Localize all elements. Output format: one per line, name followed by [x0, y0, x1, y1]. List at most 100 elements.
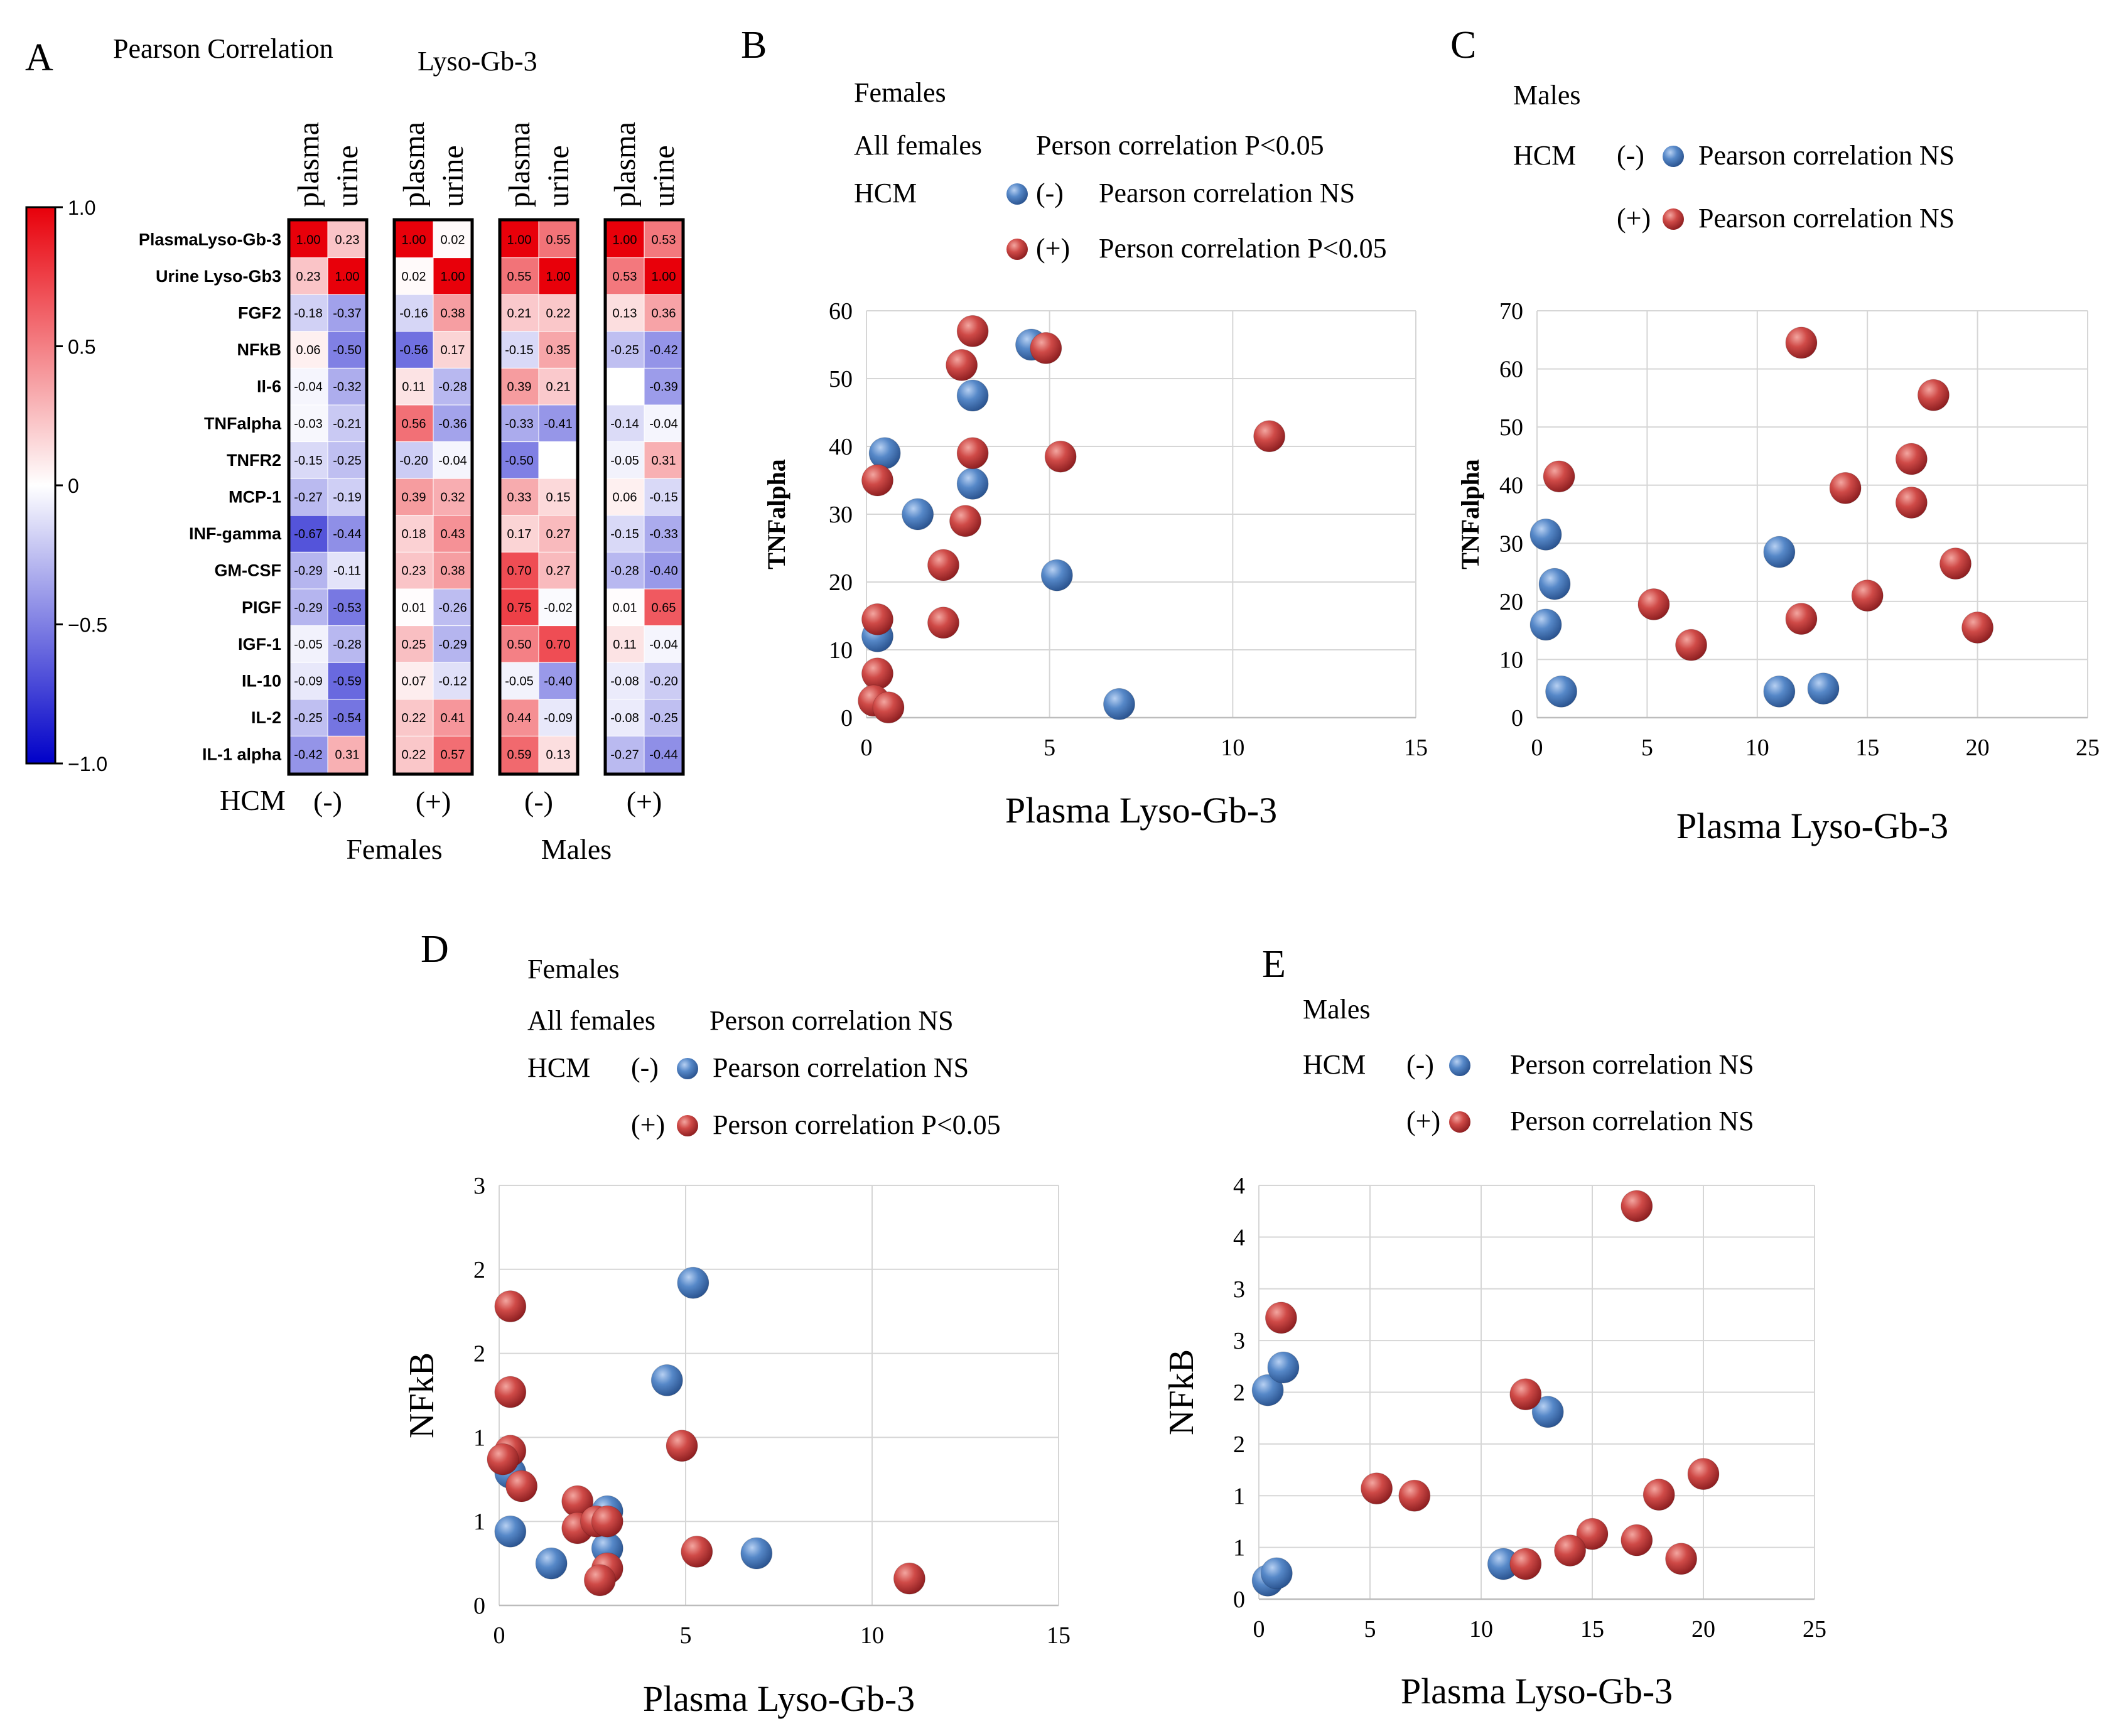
heatmap-row-label: TNFalpha	[204, 414, 282, 433]
scatter-point-hcm-positive	[861, 464, 893, 497]
heatmap-cell-0-9-1	[327, 551, 367, 590]
heatmap-cell-2-11-1	[538, 625, 578, 663]
heatmap-cell-0-12-0	[288, 662, 328, 700]
heatmap-cell-0-0-1	[327, 220, 367, 259]
heatmap-cell-1-7-1	[433, 478, 473, 516]
heatmap-cell-value: 0.06	[296, 343, 321, 357]
scatter-point-hcm-positive	[681, 1535, 713, 1568]
heatmap-cell-value: -0.20	[399, 454, 428, 468]
scatter-point-hcm-positive	[1253, 420, 1286, 453]
heatmap-cell-value: -0.29	[294, 564, 323, 578]
panel-c-letter: C	[1450, 24, 1476, 67]
y-axis-label: NFkB	[1162, 1349, 1201, 1435]
heatmap-cell-value: -0.33	[505, 417, 534, 431]
x-tick-label: 10	[1469, 1616, 1493, 1642]
legend-text: (-)	[1617, 140, 1644, 171]
scatter-point-hcm-positive	[1829, 472, 1862, 504]
heatmap-cell-value: -0.25	[610, 343, 639, 357]
y-tick-label: 0	[1233, 1587, 1245, 1613]
x-tick-label: 15	[1047, 1622, 1071, 1649]
heatmap-cell-0-4-1	[327, 367, 367, 406]
heatmap-cell-value: -0.19	[333, 491, 362, 505]
heatmap-cell-value: 0.25	[402, 638, 426, 652]
heatmap-cell-3-12-0	[605, 662, 645, 700]
heatmap-cell-value: 1.00	[441, 270, 465, 284]
heatmap-row-label: Il-6	[257, 377, 281, 396]
heatmap-cell-2-13-0	[499, 699, 539, 736]
heatmap-colorbar: 1.0 0.5 0 −0.5 −1.0	[25, 197, 107, 775]
hcm-group-label: (+)	[416, 785, 451, 817]
y-tick-label: 1	[1233, 1483, 1245, 1509]
heatmap-cell-value: 0.53	[652, 233, 676, 247]
scatter-point-hcm-negative	[494, 1515, 527, 1548]
scatter-points	[487, 1266, 925, 1597]
heatmap-cell-value: 1.00	[613, 233, 637, 247]
x-tick-label: 10	[1221, 735, 1244, 761]
scatter-point-hcm-positive	[1642, 1479, 1675, 1511]
scatter-point-hcm-positive	[1543, 460, 1575, 493]
heatmap-cell-value: 0.01	[613, 601, 637, 615]
scatter-point-hcm-positive	[1621, 1190, 1653, 1222]
y-tick-label: 4	[1233, 1224, 1245, 1251]
heatmap-cell-0-6-1	[327, 441, 367, 479]
heatmap-cell-3-0-1	[644, 220, 684, 259]
x-axis-label: Plasma Lyso-Gb-3	[1005, 790, 1277, 831]
heatmap-cell-value: -0.15	[610, 527, 639, 541]
y-tick-label: 1	[473, 1425, 485, 1451]
heatmap-cell-1-8-1	[433, 515, 473, 553]
heatmap-cell-value: 0.75	[507, 601, 532, 615]
scatter-point-hcm-negative	[535, 1547, 568, 1580]
scatter-point-hcm-negative	[956, 379, 989, 412]
heatmap-row-labels: PlasmaLyso-Gb-3 Urine Lyso-Gb3 FGF2 NFkB Il-…	[139, 230, 282, 763]
heatmap-cell-value: 0.39	[507, 380, 532, 394]
heatmap-cell-value: 0.23	[335, 233, 360, 247]
heatmap-cell-2-2-1	[538, 294, 578, 332]
heatmap-row-label: PIGF	[242, 598, 281, 617]
scatter-point-hcm-positive	[1917, 379, 1950, 411]
legend-text: Person correlation NS	[709, 1005, 954, 1036]
heatmap-cell-value: 1.00	[507, 233, 532, 247]
heatmap-cell-3-13-1	[644, 699, 684, 736]
heatmap-cell-1-4-1	[433, 367, 473, 406]
heatmap-cell-3-3-0	[605, 331, 645, 369]
heatmap-cell-3-11-1	[644, 625, 684, 663]
heatmap-cell-value: 0.27	[546, 527, 571, 541]
x-tick-label: 0	[1531, 735, 1543, 761]
colorbar-tick-label: 1.0	[68, 197, 95, 219]
hcm-group-label: (-)	[524, 785, 553, 817]
heatmap-cell-3-10-0	[605, 588, 645, 627]
legend-text: (+)	[1036, 233, 1070, 264]
heatmap-cell-value: -0.36	[438, 417, 467, 431]
y-tick-label: 4	[1233, 1173, 1245, 1199]
heatmap-cell-value: -0.25	[294, 711, 323, 725]
colorbar-tick-label: −1.0	[68, 753, 107, 775]
heatmap-cell-value: 0.11	[402, 380, 425, 394]
heatmap-col-label: plasma	[503, 122, 536, 207]
heatmap-cell-3-9-0	[605, 551, 645, 590]
scatter-point-hcm-positive	[946, 348, 978, 381]
axis-tick-labels: 0 1 1 2 2 3 0 5 10 15	[473, 1173, 1071, 1649]
heatmap-cell-3-14-0	[605, 735, 645, 774]
scatter-point-hcm-positive	[949, 505, 981, 537]
heatmap-cell-2-4-0	[499, 367, 539, 406]
legend-text: HCM	[527, 1052, 590, 1083]
scatter-point-hcm-negative	[1103, 687, 1135, 720]
scatter-point-hcm-positive	[487, 1443, 519, 1475]
scatter-point-hcm-positive	[666, 1430, 698, 1462]
hcm-group-label: (-)	[313, 785, 342, 817]
panel-a-letter: A	[25, 36, 53, 79]
y-tick-label: 50	[829, 366, 853, 392]
heatmap-cell-value: -0.03	[294, 417, 323, 431]
heatmap-cell-value: 0.70	[507, 564, 532, 578]
heatmap-cell-value: -0.09	[544, 711, 573, 725]
heatmap-block-border-1	[392, 218, 474, 776]
panel-b-letter: B	[741, 24, 767, 67]
scatter-point-hcm-negative	[902, 498, 934, 531]
scatter-point-hcm-positive	[861, 603, 893, 635]
scatter-point-hcm-positive	[1509, 1548, 1542, 1580]
heatmap-row-label: Urine Lyso-Gb3	[156, 267, 281, 286]
scatter-point-hcm-negative	[1040, 559, 1073, 591]
scatter-point-hcm-positive	[1554, 1534, 1587, 1567]
y-tick-label: 20	[1499, 589, 1523, 615]
